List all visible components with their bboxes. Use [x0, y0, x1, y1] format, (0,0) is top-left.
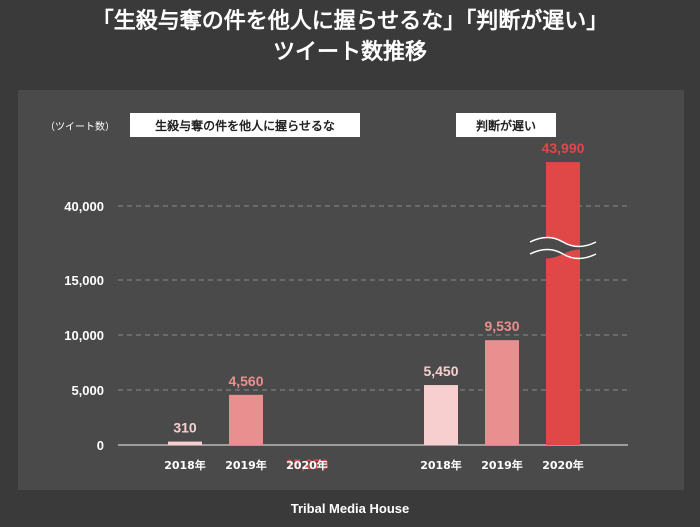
footer-credit: Tribal Media House: [290, 501, 410, 516]
x-tick-label: 2019年: [481, 458, 523, 472]
axis-break-line: [529, 236, 597, 248]
x-tick-label: 2020年: [542, 458, 584, 472]
x-tick-label: 2018年: [164, 458, 206, 472]
x-tick-label: 2020年: [286, 458, 328, 472]
bar: [229, 394, 263, 445]
title-line-2: ツイート数推移: [272, 40, 427, 65]
x-tick-label: 2019年: [225, 458, 267, 472]
group-label-box: [456, 113, 556, 137]
y-axis-label: （ツイート数）: [45, 120, 115, 133]
bar: [546, 162, 580, 446]
axis-break-gap: [530, 237, 596, 259]
data-label: 43,990: [542, 140, 585, 156]
y-tick-label: 0: [97, 438, 104, 453]
y-tick-label: 5,000: [71, 383, 104, 398]
data-label: 9,530: [484, 318, 519, 334]
bar: [485, 340, 519, 445]
y-tick-label: 10,000: [64, 328, 104, 343]
bar: [424, 385, 458, 445]
bar: [168, 441, 202, 445]
group-label-box: [130, 113, 360, 137]
data-label: 15,270: [286, 456, 329, 472]
y-tick-label: 15,000: [64, 273, 104, 288]
x-tick-label: 2018年: [420, 458, 462, 472]
data-label: 310: [173, 420, 197, 436]
group-label: 生殺与奪の件を他人に握らせるな: [155, 118, 335, 133]
title-line-1: 「生殺与奪の件を他人に握らせるな」「判断が遅い」: [91, 9, 609, 34]
group-label: 判断が遅い: [476, 118, 536, 133]
chart-title: 「生殺与奪の件を他人に握らせるな」「判断が遅い」 ツイート数推移: [0, 6, 700, 68]
data-label: 4,560: [228, 373, 263, 389]
data-label: 5,450: [423, 363, 458, 379]
axis-break-line: [529, 248, 597, 260]
y-tick-label: 40,000: [64, 199, 104, 214]
